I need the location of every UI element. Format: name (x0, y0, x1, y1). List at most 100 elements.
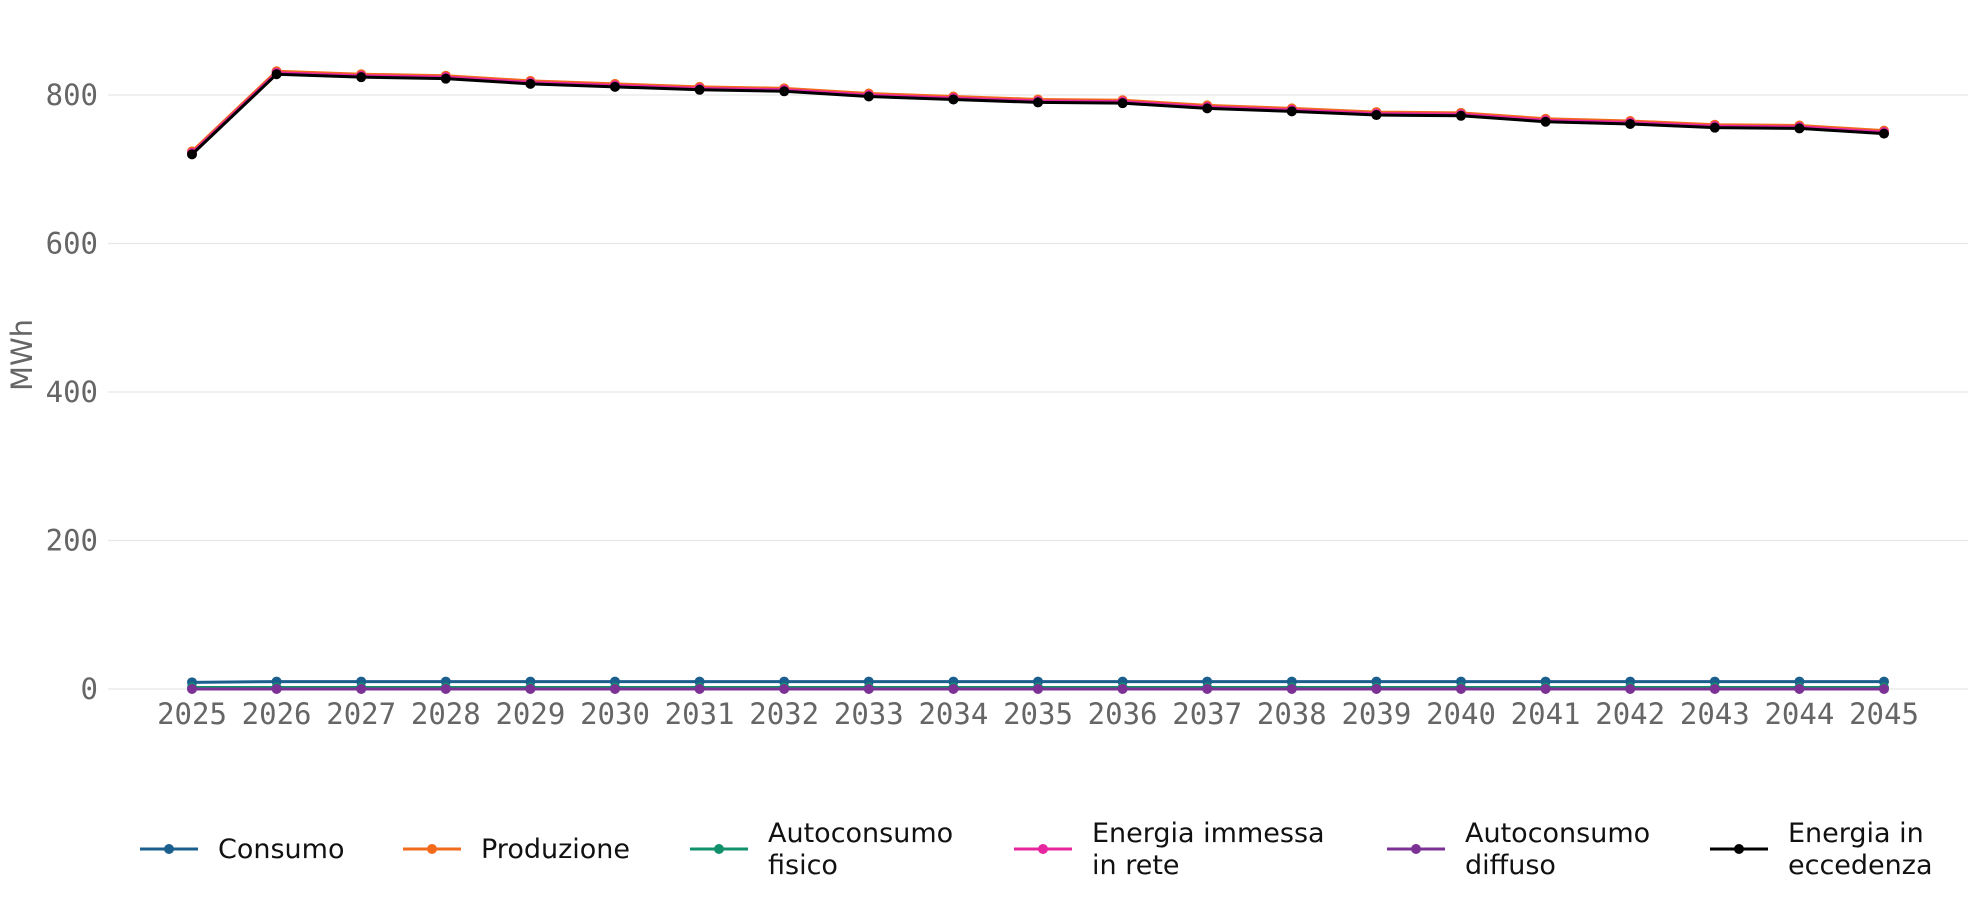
data-point (187, 684, 197, 694)
x-tick-label: 2030 (580, 697, 650, 731)
data-point (1117, 684, 1128, 694)
data-point (1117, 98, 1128, 109)
legend-label: Energia immessa (1092, 818, 1325, 849)
data-point (271, 69, 282, 80)
data-point (525, 684, 536, 694)
legend-label: diffuso (1465, 850, 1556, 881)
data-point (187, 149, 197, 160)
legend-swatch-marker (1734, 844, 1744, 854)
data-point (356, 684, 367, 694)
legend-label: Autoconsumo (768, 818, 953, 849)
series-5 (187, 69, 1889, 160)
data-point (694, 84, 705, 95)
data-point (356, 72, 367, 83)
legend-swatch-marker (1411, 844, 1421, 854)
grid-layer (108, 94, 1968, 690)
x-tick-label: 2040 (1426, 697, 1496, 731)
x-tick-label: 2044 (1764, 697, 1834, 731)
legend-label: Autoconsumo (1465, 818, 1650, 849)
data-point (1033, 684, 1043, 694)
data-point (779, 684, 790, 694)
data-point (1202, 103, 1213, 114)
data-point (1456, 684, 1466, 694)
data-point (1709, 684, 1720, 694)
x-tick-label: 2042 (1595, 697, 1665, 731)
data-point (271, 684, 282, 694)
x-tick-label: 2025 (157, 697, 227, 731)
legend-swatch-marker (164, 844, 174, 854)
x-tick-label: 2031 (665, 697, 735, 731)
y-axis-title: MWh (5, 319, 39, 391)
series-layer (187, 66, 1889, 694)
data-point (948, 684, 959, 694)
y-tick-label: 600 (46, 227, 98, 261)
legend-item: Consumo (140, 834, 344, 865)
data-point (863, 684, 874, 694)
data-point (1540, 116, 1551, 127)
x-tick-label: 2028 (411, 697, 481, 731)
x-tick-label: 2033 (834, 697, 904, 731)
legend-label: Consumo (218, 834, 344, 865)
series-4 (187, 684, 1889, 694)
data-point (610, 81, 620, 92)
x-tick-label: 2038 (1257, 697, 1327, 731)
legend-label: fisico (768, 850, 838, 881)
x-axis: 2025 2026 2027 2028 2029 2030 2031 2032 2033 2034… (157, 697, 1919, 731)
x-tick-label: 2026 (242, 697, 312, 731)
data-point (1625, 118, 1636, 129)
data-point (1286, 684, 1297, 694)
legend-label: in rete (1092, 850, 1180, 881)
data-point (1371, 110, 1382, 121)
data-point (1456, 110, 1466, 121)
series-line (190, 72, 1885, 156)
legend-swatch-marker (1038, 844, 1048, 854)
legend: Consumo ProduzioneAutoconsumofisicoEnergi… (140, 818, 1933, 881)
legend-item: Produzione (403, 834, 630, 865)
x-tick-label: 2034 (918, 697, 988, 731)
y-tick-label: 200 (46, 524, 98, 558)
legend-label: Energia in (1788, 818, 1924, 849)
y-axis: 0 200 400 600 800 (46, 78, 98, 706)
data-point (779, 86, 790, 97)
data-point (525, 78, 536, 89)
y-tick-label: 400 (46, 375, 98, 409)
x-tick-label: 2041 (1511, 697, 1581, 731)
data-point (863, 91, 874, 102)
data-point (1625, 684, 1636, 694)
x-tick-label: 2035 (1003, 697, 1073, 731)
data-point (1286, 106, 1297, 117)
data-point (694, 684, 705, 694)
data-point (1879, 128, 1889, 139)
legend-label: Produzione (481, 834, 630, 865)
x-tick-label: 2039 (1341, 697, 1411, 731)
data-point (440, 73, 451, 84)
data-point (1371, 684, 1382, 694)
legend-swatch-marker (714, 844, 724, 854)
data-point (1794, 123, 1805, 134)
legend-label: eccedenza (1788, 850, 1933, 881)
x-tick-label: 2037 (1172, 697, 1242, 731)
x-tick-label: 2027 (326, 697, 396, 731)
x-tick-label: 2029 (495, 697, 565, 731)
y-tick-label: 800 (46, 78, 98, 112)
data-point (440, 684, 451, 694)
data-point (1202, 684, 1213, 694)
legend-swatch-marker (427, 844, 437, 854)
x-tick-label: 2043 (1680, 697, 1750, 731)
data-point (948, 94, 959, 105)
data-point (1794, 684, 1805, 694)
series-line (190, 71, 1885, 155)
data-point (610, 684, 620, 694)
x-tick-label: 2045 (1849, 697, 1919, 731)
y-tick-label: 0 (81, 672, 98, 706)
data-point (1033, 97, 1043, 108)
x-tick-label: 2036 (1088, 697, 1158, 731)
data-point (1709, 122, 1720, 133)
data-point (1540, 684, 1551, 694)
